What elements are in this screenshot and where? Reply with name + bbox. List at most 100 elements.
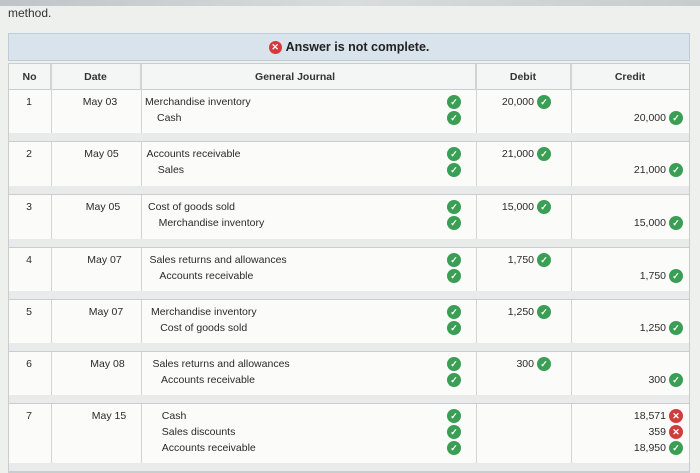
check-icon: ✓ <box>669 216 683 230</box>
row-check-icon: ✓ <box>447 163 461 177</box>
debit-amount[interactable]: 21,000 ✓ <box>502 147 551 161</box>
account-name[interactable]: Cost of goods sold <box>148 201 235 213</box>
row-separator <box>9 343 689 351</box>
entry-number: 6 <box>26 358 32 370</box>
credit-value: 20,000 <box>633 112 666 124</box>
credit-value: 18,571 <box>633 410 666 422</box>
row-separator <box>9 395 689 403</box>
account-name[interactable]: Merchandise inventory <box>145 96 251 108</box>
column-divider <box>571 64 572 472</box>
header-no: No <box>9 64 51 90</box>
row-check-icon: ✓ <box>447 425 461 439</box>
credit-amount[interactable]: 18,571 ✕ <box>634 409 683 423</box>
check-icon: ✓ <box>669 321 683 335</box>
account-name[interactable]: Accounts receivable <box>161 442 256 454</box>
debit-value: 21,000 <box>501 148 534 160</box>
credit-value: 1,750 <box>639 270 666 282</box>
credit-amount[interactable]: 1,750 ✓ <box>640 269 683 283</box>
table-row: 3 May 05 Cost of goods sold ✓ 15,000 ✓ Merchan… <box>9 195 689 248</box>
entry-date: May 03 <box>82 96 118 108</box>
row-check-icon: ✓ <box>447 321 461 335</box>
credit-amount[interactable]: 300 ✓ <box>648 373 683 387</box>
answer-status-banner: ✕ Answer is not complete. <box>8 33 690 61</box>
table-row: 2 May 05 Accounts receivable ✓ 21,000 ✓ Sales ✓… <box>9 142 689 195</box>
debit-value: 300 <box>516 358 534 370</box>
check-icon: ✓ <box>669 441 683 455</box>
debit-amount[interactable]: 20,000 ✓ <box>502 95 551 109</box>
check-icon: ✓ <box>537 200 551 214</box>
check-icon: ✓ <box>669 373 683 387</box>
table-row: 6 May 08 Sales returns and allowances ✓ 300 ✓… <box>9 352 689 404</box>
entry-date: May 07 <box>88 306 124 318</box>
row-check-icon: ✓ <box>447 409 461 423</box>
account-name[interactable]: Sales returns and allowances <box>149 254 287 266</box>
credit-value: 18,950 <box>633 442 666 454</box>
account-name[interactable]: Accounts receivable <box>146 148 241 160</box>
check-icon: ✓ <box>537 357 551 371</box>
credit-value: 359 <box>648 426 666 438</box>
row-check-icon: ✓ <box>447 253 461 267</box>
row-check-icon: ✓ <box>447 147 461 161</box>
check-icon: ✓ <box>537 253 551 267</box>
account-name[interactable]: Sales discounts <box>161 426 236 438</box>
account-name[interactable]: Cash <box>161 410 187 422</box>
table-row: 5 May 07 Merchandise inventory ✓ 1,250 ✓ Cost … <box>9 300 689 352</box>
check-icon: ✓ <box>669 111 683 125</box>
entry-number: 2 <box>26 148 32 160</box>
table-row: 7 May 15 Cash ✓ 18,571 ✕ Sales discounts ✓ 359 ✕ A… <box>9 404 689 472</box>
row-separator <box>9 186 689 194</box>
debit-amount[interactable]: 300 ✓ <box>516 357 551 371</box>
account-name[interactable]: Cost of goods sold <box>160 322 248 334</box>
debit-amount[interactable]: 1,250 ✓ <box>508 305 551 319</box>
row-check-icon: ✓ <box>447 95 461 109</box>
row-check-icon: ✓ <box>447 269 461 283</box>
credit-amount[interactable]: 1,250 ✓ <box>640 321 683 335</box>
row-check-icon: ✓ <box>447 357 461 371</box>
account-name[interactable]: Accounts receivable <box>161 374 255 386</box>
check-icon: ✓ <box>669 269 683 283</box>
column-divider <box>476 64 477 472</box>
credit-amount[interactable]: 18,950 ✓ <box>634 441 683 455</box>
x-icon: ✕ <box>268 40 282 54</box>
row-check-icon: ✓ <box>447 373 461 387</box>
banner-text: Answer is not complete. <box>285 40 430 54</box>
debit-amount[interactable]: 15,000 ✓ <box>502 200 551 214</box>
account-name[interactable]: Sales <box>157 164 185 176</box>
entry-number: 4 <box>26 254 32 266</box>
entry-number: 3 <box>26 201 32 213</box>
debit-value: 1,750 <box>507 254 534 266</box>
account-name[interactable]: Merchandise inventory <box>158 217 265 229</box>
check-icon: ✓ <box>537 95 551 109</box>
credit-amount[interactable]: 15,000 ✓ <box>634 216 683 230</box>
debit-amount[interactable]: 1,750 ✓ <box>508 253 551 267</box>
credit-value: 1,250 <box>639 322 666 334</box>
row-check-icon: ✓ <box>447 216 461 230</box>
debit-value: 15,000 <box>501 201 534 213</box>
entry-date: May 07 <box>87 254 122 266</box>
row-separator <box>9 463 689 471</box>
row-separator <box>9 133 689 141</box>
credit-value: 15,000 <box>633 217 666 229</box>
row-separator <box>9 239 689 247</box>
account-name[interactable]: Accounts receivable <box>159 270 254 282</box>
row-separator <box>9 291 689 299</box>
table-row: 4 May 07 Sales returns and allowances ✓ 1,75… <box>9 248 689 300</box>
intro-text: method. <box>8 6 52 20</box>
header-credit: Credit <box>571 64 689 90</box>
credit-amount[interactable]: 21,000 ✓ <box>634 163 683 177</box>
credit-amount[interactable]: 359 ✕ <box>648 425 683 439</box>
entry-date: May 15 <box>91 410 127 422</box>
column-divider <box>141 64 142 472</box>
incorrect-icon: ✕ <box>669 425 683 439</box>
row-check-icon: ✓ <box>447 111 461 125</box>
debit-value: 20,000 <box>501 96 534 108</box>
debit-value: 1,250 <box>507 306 534 318</box>
account-name[interactable]: Cash <box>157 112 182 124</box>
general-journal-table: No Date General Journal Debit Credit 1 Ma… <box>8 63 690 473</box>
check-icon: ✓ <box>537 305 551 319</box>
row-check-icon: ✓ <box>447 200 461 214</box>
entry-number: 5 <box>26 306 32 318</box>
account-name[interactable]: Merchandise inventory <box>151 306 257 318</box>
account-name[interactable]: Sales returns and allowances <box>152 358 290 370</box>
credit-amount[interactable]: 20,000 ✓ <box>634 111 683 125</box>
